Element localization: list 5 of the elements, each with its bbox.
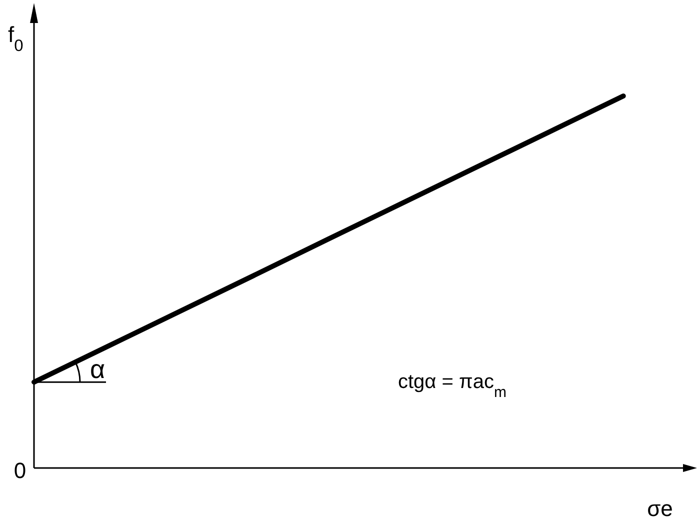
text: 0: [14, 458, 26, 483]
annotation: α: [90, 354, 106, 384]
x-axis-title: σe: [647, 496, 673, 521]
y-axis-title: f$_{0}$: [8, 22, 24, 55]
annotation: ctgα = πac$_{m}$: [398, 371, 506, 400]
